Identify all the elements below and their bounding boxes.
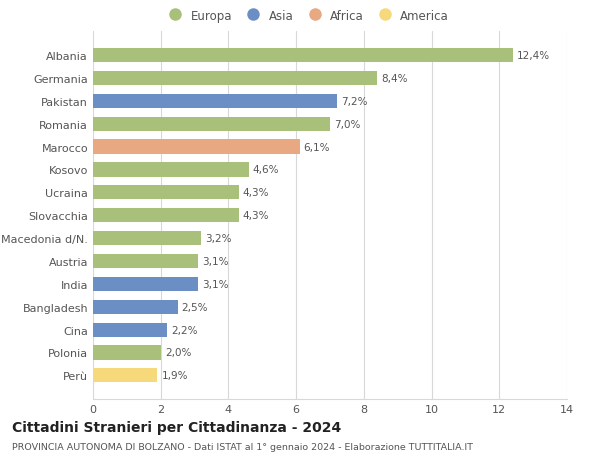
Text: 1,9%: 1,9% — [161, 370, 188, 381]
Text: 12,4%: 12,4% — [517, 51, 550, 61]
Bar — [93, 49, 513, 63]
Text: 8,4%: 8,4% — [382, 74, 408, 84]
Text: PROVINCIA AUTONOMA DI BOLZANO - Dati ISTAT al 1° gennaio 2024 - Elaborazione TUT: PROVINCIA AUTONOMA DI BOLZANO - Dati IST… — [12, 442, 473, 451]
Text: 2,2%: 2,2% — [172, 325, 198, 335]
Bar — [93, 163, 249, 177]
Text: 3,1%: 3,1% — [202, 279, 229, 289]
Bar — [93, 300, 178, 314]
Text: 3,2%: 3,2% — [205, 234, 232, 244]
Text: 6,1%: 6,1% — [304, 142, 330, 152]
Text: 2,5%: 2,5% — [182, 302, 208, 312]
Bar — [93, 346, 161, 360]
Text: 4,3%: 4,3% — [242, 188, 269, 198]
Bar — [93, 186, 239, 200]
Text: 3,1%: 3,1% — [202, 257, 229, 266]
Bar — [93, 231, 202, 246]
Bar — [93, 95, 337, 109]
Bar — [93, 140, 299, 154]
Text: Cittadini Stranieri per Cittadinanza - 2024: Cittadini Stranieri per Cittadinanza - 2… — [12, 420, 341, 434]
Text: 7,0%: 7,0% — [334, 119, 361, 129]
Legend: Europa, Asia, Africa, America: Europa, Asia, Africa, America — [163, 10, 449, 22]
Text: 7,2%: 7,2% — [341, 96, 367, 106]
Bar — [93, 369, 157, 383]
Bar — [93, 277, 198, 291]
Text: 4,6%: 4,6% — [253, 165, 280, 175]
Bar — [93, 118, 330, 131]
Text: 2,0%: 2,0% — [165, 348, 191, 358]
Bar — [93, 72, 377, 86]
Bar — [93, 254, 198, 269]
Text: 4,3%: 4,3% — [242, 211, 269, 221]
Bar — [93, 323, 167, 337]
Bar — [93, 209, 239, 223]
